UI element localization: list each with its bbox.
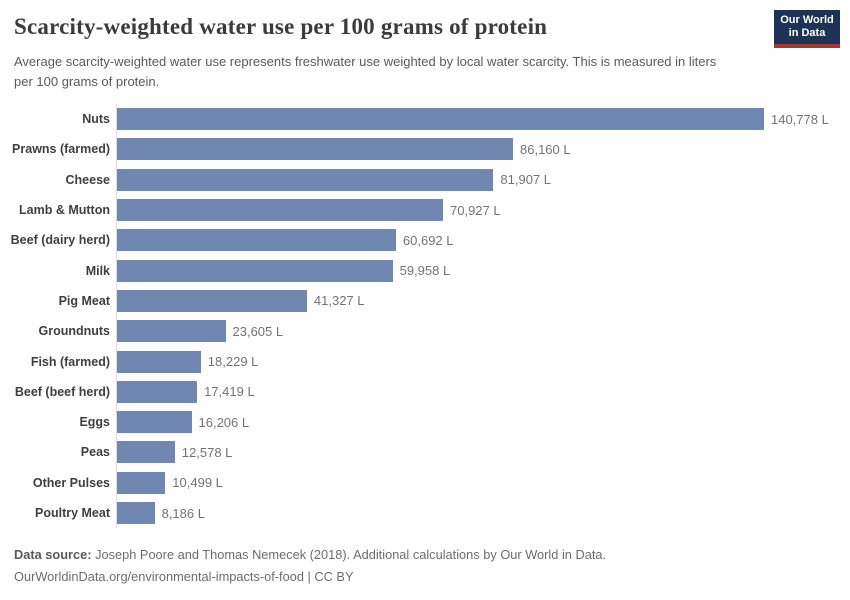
plot-area: 140,778 L: [116, 104, 850, 135]
chart-row: Other Pulses 10,499 L: [0, 467, 850, 498]
bar[interactable]: [117, 289, 307, 312]
chart-row: Lamb & Mutton 70,927 L: [0, 194, 850, 226]
bar-chart: Nuts 140,778 L Prawns (farmed) 86,160 L …: [0, 104, 850, 529]
value-label: 140,778 L: [771, 111, 829, 127]
value-label: 59,958 L: [399, 263, 451, 279]
value-label: 70,927 L: [450, 202, 501, 218]
category-label: Peas: [80, 445, 110, 460]
data-source-label: Data source:: [14, 547, 92, 562]
chart-row: Beef (beef herd) 17,419 L: [0, 376, 850, 407]
value-label: 16,206 L: [198, 414, 250, 430]
chart-footer: Data source: Joseph Poore and Thomas Nem…: [14, 544, 606, 588]
plot-area: 86,160 L: [116, 134, 850, 165]
bar[interactable]: [117, 411, 192, 434]
category-label: Fish (farmed): [30, 354, 110, 369]
category-label: Cheese: [65, 172, 110, 187]
bar[interactable]: [117, 502, 155, 524]
plot-area: 18,229 L: [116, 346, 850, 377]
value-label: 41,327 L: [313, 293, 365, 309]
category-label: Prawns (farmed): [12, 142, 110, 157]
owid-logo-line1: Our World: [780, 14, 834, 26]
bar[interactable]: [117, 350, 201, 373]
chart-row: Prawns (farmed) 86,160 L: [0, 134, 850, 165]
plot-area: 12,578 L: [116, 437, 850, 468]
plot-area: 16,206 L: [116, 406, 850, 438]
bar[interactable]: [117, 441, 175, 464]
bar[interactable]: [117, 229, 396, 252]
category-label: Poultry Meat: [34, 506, 110, 520]
owid-logo-line2: in Data: [788, 27, 826, 39]
plot-area: 59,958 L: [116, 255, 850, 286]
value-label: 17,419 L: [204, 384, 255, 400]
owid-logo[interactable]: Our World in Data: [774, 10, 840, 48]
chart-row: Poultry Meat 8,186 L: [0, 497, 850, 529]
value-label: 81,907 L: [500, 172, 551, 188]
plot-area: 60,692 L: [116, 225, 850, 256]
plot-area: 23,605 L: [116, 316, 850, 347]
chart-title: Scarcity-weighted water use per 100 gram…: [14, 14, 548, 39]
chart-row: Fish (farmed) 18,229 L: [0, 346, 850, 377]
category-label: Beef (dairy herd): [10, 233, 110, 248]
plot-area: 17,419 L: [116, 376, 850, 407]
bar[interactable]: [117, 320, 226, 343]
bar[interactable]: [117, 108, 764, 131]
chart-row: Pig Meat 41,327 L: [0, 285, 850, 317]
chart-row: Cheese 81,907 L: [0, 164, 850, 195]
category-label: Nuts: [82, 112, 110, 127]
category-label: Pig Meat: [58, 293, 110, 308]
bar[interactable]: [117, 259, 393, 282]
category-label: Other Pulses: [32, 475, 110, 490]
value-label: 8,186 L: [161, 505, 205, 521]
plot-area: 70,927 L: [116, 194, 850, 226]
plot-area: 8,186 L: [116, 497, 850, 529]
value-label: 60,692 L: [402, 232, 454, 248]
license-note[interactable]: OurWorldinData.org/environmental-impacts…: [14, 569, 354, 584]
chart-row: Peas 12,578 L: [0, 437, 850, 468]
bar[interactable]: [117, 380, 198, 403]
plot-area: 81,907 L: [116, 164, 850, 195]
chart-subtitle: Average scarcity-weighted water use repr…: [14, 54, 717, 89]
category-label: Milk: [85, 263, 110, 278]
category-label: Lamb & Mutton: [19, 203, 110, 218]
value-label: 86,160 L: [520, 141, 571, 157]
bar[interactable]: [117, 199, 443, 222]
value-label: 12,578 L: [181, 444, 233, 460]
bar[interactable]: [117, 168, 494, 191]
chart-row: Beef (dairy herd) 60,692 L: [0, 225, 850, 256]
category-label: Groundnuts: [38, 324, 110, 339]
bar[interactable]: [117, 471, 166, 494]
data-source-text: Joseph Poore and Thomas Nemecek (2018). …: [91, 547, 607, 562]
plot-area: 10,499 L: [116, 467, 850, 498]
value-label: 23,605 L: [232, 323, 284, 339]
chart-row: Milk 59,958 L: [0, 255, 850, 286]
bar[interactable]: [117, 138, 513, 161]
chart-row: Nuts 140,778 L: [0, 104, 850, 135]
value-label: 10,499 L: [172, 475, 223, 491]
category-label: Eggs: [79, 415, 110, 430]
data-source-line: Data source: Joseph Poore and Thomas Nem…: [14, 544, 606, 566]
value-label: 18,229 L: [207, 354, 259, 370]
chart-row: Groundnuts 23,605 L: [0, 316, 850, 347]
plot-area: 41,327 L: [116, 285, 850, 317]
chart-row: Eggs 16,206 L: [0, 406, 850, 438]
category-label: Beef (beef herd): [14, 384, 110, 399]
